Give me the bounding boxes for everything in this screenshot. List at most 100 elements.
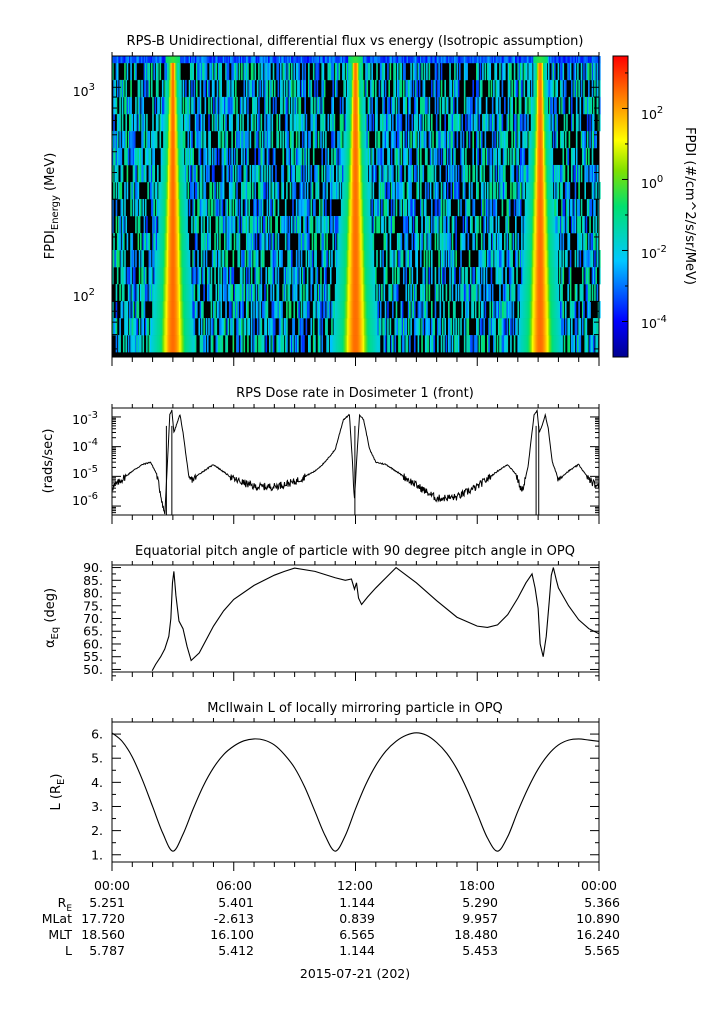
spectrogram-cell xyxy=(409,301,411,319)
spectrogram-cell xyxy=(309,56,311,64)
spectrogram-cell xyxy=(580,130,583,149)
spectrogram-cell xyxy=(524,215,527,234)
spectrogram-cell xyxy=(295,198,298,217)
spectrogram-cell xyxy=(422,267,425,285)
spectrogram-cell xyxy=(152,232,154,251)
spectrogram-cell xyxy=(159,284,162,302)
spectrogram-cell xyxy=(345,335,348,353)
spectrogram-cell xyxy=(351,318,354,336)
spectrogram-cell xyxy=(299,198,302,217)
spectrogram-cell xyxy=(536,130,539,149)
spectrogram-cell xyxy=(437,130,439,149)
spectrogram-cell xyxy=(357,198,360,217)
spectrogram-cell xyxy=(589,113,591,132)
spectrogram-cell xyxy=(556,79,559,98)
spectrogram-cell xyxy=(142,96,145,115)
spectrogram-cell xyxy=(210,318,213,336)
spectrogram-cell xyxy=(494,232,496,251)
spectrogram-cell xyxy=(243,79,246,98)
spectrogram-cell xyxy=(137,301,140,319)
spectrogram-cell xyxy=(292,181,294,200)
spectrogram-cell xyxy=(301,56,304,64)
spectrogram-cell xyxy=(458,62,461,81)
spectrogram-cell xyxy=(590,164,593,183)
spectrogram-cell xyxy=(561,284,563,302)
spectrogram-cell xyxy=(415,232,417,251)
spectrogram-cell xyxy=(388,147,390,166)
spectrogram-cell xyxy=(523,164,526,183)
spectrogram-cell xyxy=(383,284,386,302)
spectrogram-cell xyxy=(231,79,233,98)
spectrogram-cell xyxy=(124,181,126,200)
spectrogram-cell xyxy=(538,232,540,251)
spectrogram-cell xyxy=(237,301,240,319)
spectrogram-cell xyxy=(412,62,415,81)
spectrogram-cell xyxy=(337,250,339,268)
spectrogram-cell xyxy=(574,198,577,217)
spectrogram-cell xyxy=(540,267,543,285)
spectrogram-cell xyxy=(466,284,468,302)
spectrogram-cell xyxy=(129,96,131,115)
spectrogram-cell xyxy=(217,147,220,166)
spectrogram-cell xyxy=(484,198,487,217)
spectrogram-cell xyxy=(410,181,412,200)
spectrogram-cell xyxy=(269,232,271,251)
spectrogram-cell xyxy=(462,147,465,166)
spectrogram-cell xyxy=(478,284,481,302)
spectrogram-cell xyxy=(152,147,154,166)
spectrogram-cell xyxy=(454,181,456,200)
spectrogram-cell xyxy=(400,164,403,183)
spectrogram-cell xyxy=(199,79,202,98)
spectrogram-cell xyxy=(253,232,255,251)
spectrogram-cell xyxy=(332,113,334,132)
spectrogram-cell xyxy=(316,215,319,234)
spectrogram-cell xyxy=(530,130,533,149)
spectrogram-cell xyxy=(131,250,134,268)
spectrogram-cell xyxy=(567,164,569,183)
spectrogram-cell xyxy=(222,215,225,234)
spectrogram-cell xyxy=(570,147,573,166)
spectrogram-cell xyxy=(130,96,132,115)
spectrogram-cell xyxy=(159,62,162,81)
spectrogram-cell xyxy=(243,250,246,268)
spectrogram-cell xyxy=(194,130,197,149)
spectrogram-cell xyxy=(460,198,462,217)
spectrogram-cell xyxy=(198,147,201,166)
spectrogram-cell xyxy=(317,301,320,319)
spectrogram-cell xyxy=(187,147,190,166)
spectrogram-cell xyxy=(259,335,261,353)
spectrogram-cell xyxy=(461,301,464,319)
spectrogram-cell xyxy=(196,79,198,98)
spectrogram-cell xyxy=(595,267,597,285)
spectrogram-cell xyxy=(165,198,168,217)
spectrogram-cell xyxy=(287,250,289,268)
spectrogram-cell xyxy=(140,147,142,166)
spectrogram-cell xyxy=(152,301,154,319)
spectrogram-cell xyxy=(507,198,510,217)
spectrogram-cell xyxy=(393,215,395,234)
spectrogram-cell xyxy=(423,198,426,217)
spectrogram-cell xyxy=(404,147,406,166)
spectrogram-cell xyxy=(525,164,528,183)
spectrogram-cell xyxy=(157,267,159,285)
spectrogram-cell xyxy=(463,96,466,115)
spectrogram-cell xyxy=(390,284,393,302)
spectrogram-cell xyxy=(326,318,328,336)
spectrogram-cell xyxy=(483,318,485,336)
spectrogram-cell xyxy=(130,335,132,353)
spectrogram-cell xyxy=(451,164,454,183)
spectrogram-cell xyxy=(512,181,515,200)
panel2-ytick-1e-3: 10-3 xyxy=(72,410,98,427)
spectrogram-cell xyxy=(398,181,400,200)
spectrogram-cell xyxy=(552,215,555,234)
spectrogram-cell xyxy=(547,62,550,81)
spectrogram-cell xyxy=(241,301,243,319)
spectrogram-cell xyxy=(339,267,342,285)
spectrogram-cell xyxy=(578,215,580,234)
spectrogram-cell xyxy=(135,301,137,319)
spectrogram-cell xyxy=(360,198,362,217)
spectrogram-cell xyxy=(323,181,326,200)
spectrogram-cell xyxy=(355,215,358,234)
spectrogram-cell xyxy=(170,113,173,132)
